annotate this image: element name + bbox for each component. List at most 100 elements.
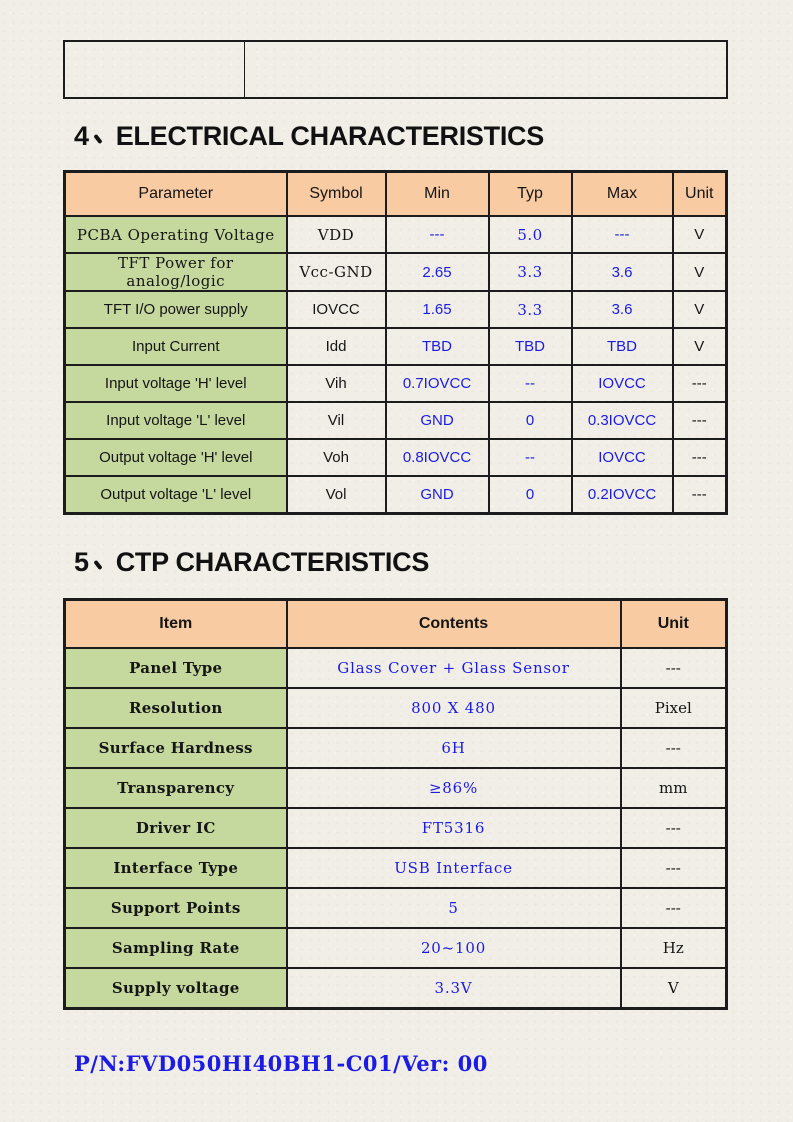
unit-cell: V [671,215,728,254]
symbol-cell: Vih [285,364,387,403]
table-row [63,40,728,99]
symbol-cell: Vcc-GND [285,252,387,292]
max-cell: 3.6 [570,290,674,329]
table-row: Output voltage 'L' level Vol GND 0 0.2IO… [63,475,728,515]
parameter-cell: Output voltage 'H' level [63,438,288,477]
column-header-max: Max [570,170,674,217]
parameter-cell: TFT I/O power supply [63,290,288,329]
table-row: Input voltage 'L' level Vil GND 0 0.3IOV… [63,401,728,440]
min-cell: 0.7IOVCC [384,364,490,403]
item-cell: Sampling Rate [63,927,288,969]
item-cell: Transparency [63,767,288,809]
column-header-item: Item [63,598,288,649]
min-cell: 1.65 [384,290,490,329]
table-row: Surface Hardness 6H --- [63,727,728,769]
contents-cell: ≥86% [285,767,622,809]
min-cell: GND [384,475,490,515]
unit-cell: V [671,252,728,292]
section-title-text: ELECTRICAL CHARACTERISTICS [115,121,545,151]
contents-cell: 800 X 480 [285,687,622,729]
unit-cell: --- [619,727,728,769]
min-cell: GND [384,401,490,440]
contents-cell: 3.3V [285,967,622,1010]
symbol-cell: Vil [285,401,387,440]
unit-cell: --- [671,438,728,477]
typ-cell: 3.3 [487,252,573,292]
contents-cell: FT5316 [285,807,622,849]
symbol-cell: VDD [285,215,387,254]
typ-cell: 0 [487,401,573,440]
unit-cell: Pixel [619,687,728,729]
unit-cell: mm [619,767,728,809]
column-header-typ: Typ [487,170,573,217]
ideographic-comma [94,559,104,571]
symbol-cell: Idd [285,327,387,366]
contents-cell: Glass Cover + Glass Sensor [285,647,622,689]
unit-cell: --- [671,401,728,440]
part-number-footer: P/N:FVD050HI40BH1-C01/Ver: 00 [74,1051,488,1076]
max-cell: IOVCC [570,438,674,477]
contents-cell: 20~100 [285,927,622,969]
table-header-row: Parameter Symbol Min Typ Max Unit [63,170,728,217]
typ-cell: 0 [487,475,573,515]
typ-cell: TBD [487,327,573,366]
table-row: Input voltage 'H' level Vih 0.7IOVCC -- … [63,364,728,403]
column-header-parameter: Parameter [63,170,288,217]
typ-cell: 5.0 [487,215,573,254]
parameter-cell: Input Current [63,327,288,366]
max-cell: 3.6 [570,252,674,292]
top-table-left-cell [63,40,245,99]
typ-cell: -- [487,364,573,403]
contents-cell: 5 [285,887,622,929]
unit-cell: --- [671,475,728,515]
unit-cell: --- [619,847,728,889]
item-cell: Interface Type [63,847,288,889]
parameter-cell: Input voltage 'H' level [63,364,288,403]
table-row: Supply voltage 3.3V V [63,967,728,1010]
parameter-cell: TFT Power for analog/logic [63,252,288,292]
column-header-min: Min [384,170,490,217]
item-cell: Driver IC [63,807,288,849]
table-row: TFT I/O power supply IOVCC 1.65 3.3 3.6 … [63,290,728,329]
table-row: Interface Type USB Interface --- [63,847,728,889]
column-header-unit: Unit [619,598,728,649]
item-cell: Support Points [63,887,288,929]
unit-cell: V [671,290,728,329]
max-cell: 0.2IOVCC [570,475,674,515]
ideographic-comma [94,133,104,145]
symbol-cell: Voh [285,438,387,477]
table-row: Output voltage 'H' level Voh 0.8IOVCC --… [63,438,728,477]
table-row: Driver IC FT5316 --- [63,807,728,849]
unit-cell: --- [619,647,728,689]
max-cell: 0.3IOVCC [570,401,674,440]
column-header-contents: Contents [285,598,622,649]
column-header-unit: Unit [671,170,728,217]
item-cell: Supply voltage [63,967,288,1010]
table-header-row: Item Contents Unit [63,598,728,649]
min-cell: 0.8IOVCC [384,438,490,477]
min-cell: --- [384,215,490,254]
column-header-symbol: Symbol [285,170,387,217]
section-title-ctp: 5 CTP CHARACTERISTICS [74,547,429,578]
contents-cell: 6H [285,727,622,769]
unit-cell: --- [671,364,728,403]
typ-cell: -- [487,438,573,477]
table-row: Panel Type Glass Cover + Glass Sensor --… [63,647,728,689]
max-cell: IOVCC [570,364,674,403]
table-row: Input Current Idd TBD TBD TBD V [63,327,728,366]
item-cell: Panel Type [63,647,288,689]
parameter-cell: Output voltage 'L' level [63,475,288,515]
top-table-right-cell [243,40,728,99]
item-cell: Surface Hardness [63,727,288,769]
min-cell: 2.65 [384,252,490,292]
ctp-characteristics-table: Item Contents Unit Panel Type Glass Cove… [63,598,728,1010]
unit-cell: V [619,967,728,1010]
table-row: Sampling Rate 20~100 Hz [63,927,728,969]
max-cell: --- [570,215,674,254]
unit-cell: --- [619,887,728,929]
section-title-text: CTP CHARACTERISTICS [115,547,430,577]
typ-cell: 3.3 [487,290,573,329]
parameter-cell: Input voltage 'L' level [63,401,288,440]
table-row: PCBA Operating Voltage VDD --- 5.0 --- V [63,215,728,254]
table-row: Support Points 5 --- [63,887,728,929]
